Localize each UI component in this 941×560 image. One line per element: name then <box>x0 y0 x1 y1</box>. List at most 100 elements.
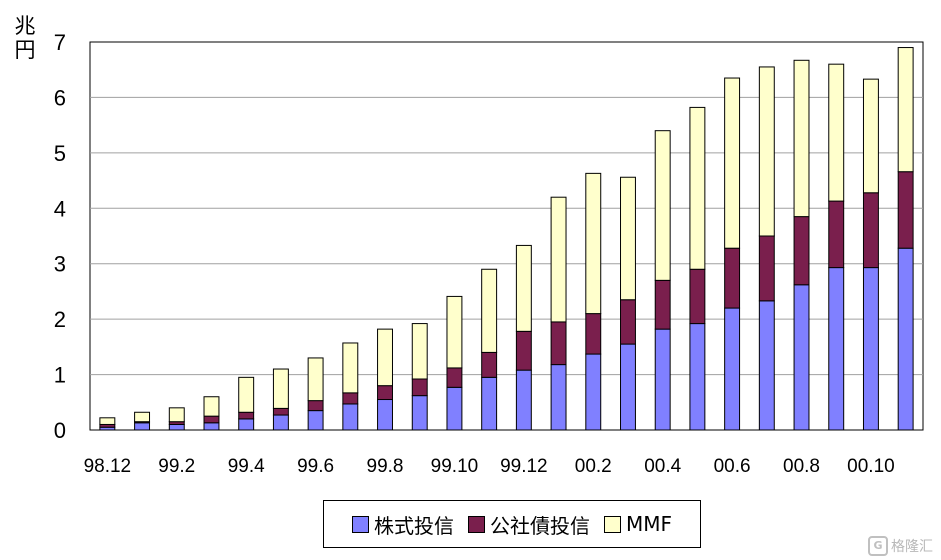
legend-label-mmf: MMF <box>625 512 672 536</box>
x-tick-label: 99.12 <box>500 456 548 477</box>
bar-segment-bond <box>203 415 220 424</box>
x-tick-label: 99.10 <box>431 456 479 477</box>
watermark-logo-icon: G <box>868 536 888 556</box>
bar-segment-mmf <box>550 196 567 323</box>
bar-segment-bond <box>238 411 255 420</box>
bar-segment-bond <box>897 171 914 249</box>
y-tick-label: 2 <box>54 307 66 332</box>
bar-segment-bond <box>307 400 324 412</box>
bar-segment-stock <box>203 422 220 431</box>
bar-segment-mmf <box>758 66 775 237</box>
legend-swatch-mmf <box>603 515 621 533</box>
legend-label-stock: 株式投信 <box>373 513 454 538</box>
legend-item-stock: 株式投信 <box>351 510 454 539</box>
bar-segment-mmf <box>307 357 324 402</box>
x-tick-label: 00.10 <box>847 456 895 477</box>
bar-segment-bond <box>689 268 706 325</box>
x-tick-label: 99.2 <box>158 456 195 477</box>
bar-segment-stock <box>515 369 532 431</box>
bar-segment-bond <box>758 235 775 302</box>
bar-segment-mmf <box>689 106 706 270</box>
bar-segment-bond <box>515 330 532 371</box>
bar-segment-mmf <box>724 77 741 249</box>
legend-swatch-bond <box>467 515 485 533</box>
bar-segment-stock <box>307 410 324 431</box>
bar-segment-stock <box>828 267 845 431</box>
bar-segment-bond <box>828 200 845 269</box>
bar-segment-stock <box>620 343 636 431</box>
bar-segment-bond <box>272 407 289 416</box>
bar-segment-stock <box>377 399 393 431</box>
bar-segment-bond <box>862 192 879 269</box>
bar-segment-mmf <box>862 78 879 194</box>
x-tick-label: 00.2 <box>575 456 612 477</box>
bar-segment-mmf <box>411 323 428 380</box>
bar-segment-mmf <box>515 244 532 332</box>
bar-segment-bond <box>724 247 741 309</box>
y-tick-label: 3 <box>54 252 66 277</box>
bar-segment-stock <box>550 364 567 431</box>
bar-segment-stock <box>758 300 775 431</box>
bar-segment-mmf <box>238 376 255 413</box>
bar-segment-mmf <box>342 342 359 394</box>
bar-segment-bond <box>411 378 428 397</box>
x-tick-label: 00.6 <box>714 456 751 477</box>
bar-segment-mmf <box>481 268 498 353</box>
bar-segment-mmf <box>654 130 671 281</box>
bar-segment-bond <box>585 313 602 355</box>
bar-segment-mmf <box>203 396 220 417</box>
bar-segment-mmf <box>828 63 845 202</box>
bar-segment-stock <box>134 422 151 431</box>
bar-segment-bond <box>342 392 359 405</box>
bar-segment-bond <box>446 367 463 388</box>
y-tick-label: 0 <box>54 418 66 443</box>
legend-label-bond: 公社債投信 <box>489 513 590 538</box>
bar-segment-stock <box>862 267 879 431</box>
watermark: G 格隆汇 <box>868 536 933 556</box>
bar-segment-stock <box>481 376 498 431</box>
bar-segment-mmf <box>620 176 636 301</box>
x-tick-label: 00.8 <box>783 456 820 477</box>
x-tick-label: 99.6 <box>297 456 334 477</box>
bar-segment-stock <box>411 395 428 431</box>
bar-segment-bond <box>481 351 498 378</box>
legend-item-mmf: MMF <box>603 512 672 536</box>
bar-segment-stock <box>238 418 255 431</box>
legend-item-bond: 公社債投信 <box>467 510 590 539</box>
bar-segment-stock <box>446 386 463 431</box>
bar-segment-bond <box>620 299 636 345</box>
bar-segment-mmf <box>446 295 463 369</box>
y-tick-label: 1 <box>54 363 66 388</box>
chart-legend: 株式投信 公社債投信 MMF <box>323 500 701 548</box>
bar-segment-mmf <box>272 368 289 409</box>
bar-segment-mmf <box>585 172 602 315</box>
bar-segment-stock <box>724 307 741 431</box>
x-tick-label: 98.12 <box>84 456 132 477</box>
bar-segment-mmf <box>377 328 393 387</box>
bar-segment-mmf <box>99 417 116 425</box>
bar-segment-stock <box>793 284 810 431</box>
bar-segment-mmf <box>793 59 810 218</box>
legend-swatch-stock <box>351 515 369 533</box>
bar-segment-mmf <box>897 47 914 173</box>
bar-segment-stock <box>585 353 602 431</box>
bar-segment-stock <box>272 414 289 431</box>
x-tick-label: 00.4 <box>644 456 681 477</box>
bar-segment-bond <box>654 279 671 330</box>
bar-segment-stock <box>342 403 359 431</box>
x-tick-label: 99.4 <box>228 456 265 477</box>
y-tick-label: 6 <box>54 85 66 110</box>
x-tick-label: 99.8 <box>367 456 404 477</box>
bar-segment-stock <box>689 323 706 431</box>
y-axis-unit-label: 兆円 <box>14 14 36 62</box>
bar-segment-stock <box>654 328 671 431</box>
bar-segment-mmf <box>134 411 151 423</box>
y-tick-label: 7 <box>54 30 66 55</box>
bar-segment-bond <box>377 385 393 401</box>
bar-segment-bond <box>793 216 810 286</box>
bar-segment-stock <box>897 247 914 431</box>
bar-segment-mmf <box>168 407 185 423</box>
bar-segment-bond <box>550 321 567 366</box>
bar-segment-stock <box>168 423 185 431</box>
